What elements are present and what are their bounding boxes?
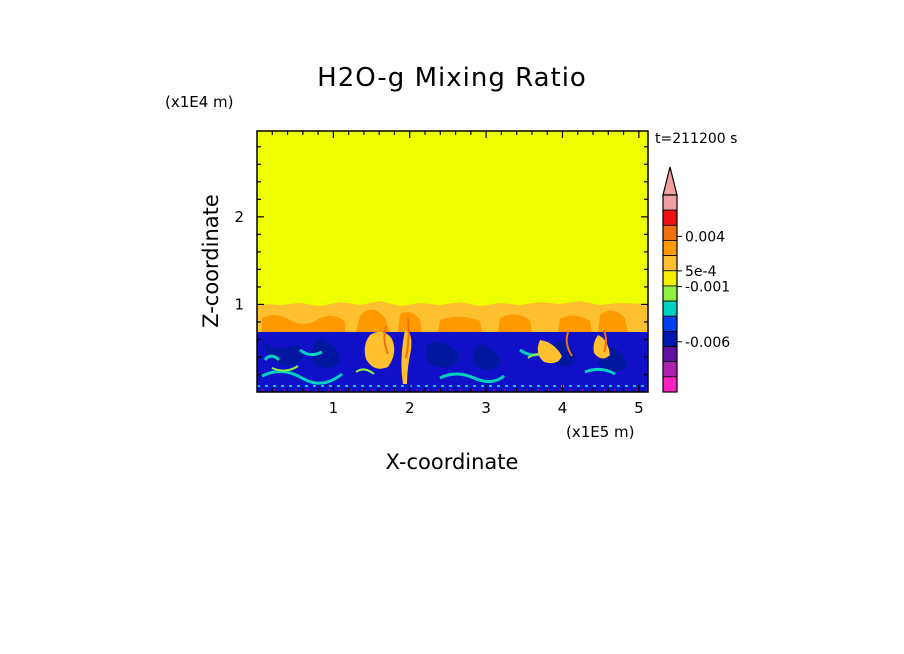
colorbar-segment	[662, 285, 678, 302]
y-scale-label: (x1E4 m)	[165, 93, 234, 111]
colorbar-label: 5e-4	[685, 264, 717, 280]
colorbar-segment	[662, 346, 678, 363]
colorbar-extend-arrow	[662, 166, 678, 196]
transition-layer-patches	[262, 309, 628, 333]
colorbar-segment	[662, 361, 678, 378]
colorbar-segment	[662, 209, 678, 226]
colorbar-segment	[662, 194, 678, 211]
colorbar-segment	[662, 300, 678, 317]
time-label: t=211200 s	[655, 131, 737, 147]
x-scale-label: (x1E5 m)	[566, 423, 635, 441]
colorbar-label: -0.001	[685, 280, 730, 296]
x-tick-label: 3	[481, 399, 491, 417]
x-tick-label: 2	[405, 399, 415, 417]
chart-title: H2O-g Mixing Ratio	[317, 63, 587, 93]
x-tick-label: 4	[558, 399, 568, 417]
colorbar-segment	[662, 376, 678, 393]
colorbar-label: 0.004	[685, 229, 725, 245]
y-axis-label: Z-coordinate	[199, 194, 223, 328]
plume-orange	[364, 330, 610, 384]
x-tick-label: 1	[329, 399, 339, 417]
axis-ticks	[257, 131, 648, 392]
y-tick-label: 2	[234, 208, 244, 226]
plume-red-streaks	[383, 317, 607, 359]
boundary-dark-eddies	[262, 338, 627, 372]
colorbar-segment	[662, 255, 678, 272]
colorbar-segment	[662, 315, 678, 332]
colorbar-segment	[662, 240, 678, 257]
plot-area	[257, 131, 648, 392]
x-tick-label: 5	[634, 399, 644, 417]
plot-frame	[256, 130, 649, 393]
y-tick-label: 1	[234, 295, 244, 313]
colorbar: 0.004 5e-4-0.001 -0.006	[662, 166, 730, 393]
colorbar-segment	[662, 270, 678, 287]
x-axis-label: X-coordinate	[386, 450, 519, 474]
colorbar-label: -0.006	[685, 335, 730, 351]
colorbar-frame	[662, 194, 678, 393]
colorbar-segment	[662, 224, 678, 241]
colorbar-segment	[662, 330, 678, 347]
axis-tick-labels: 1 2 3 4 5 1 2	[234, 208, 643, 417]
